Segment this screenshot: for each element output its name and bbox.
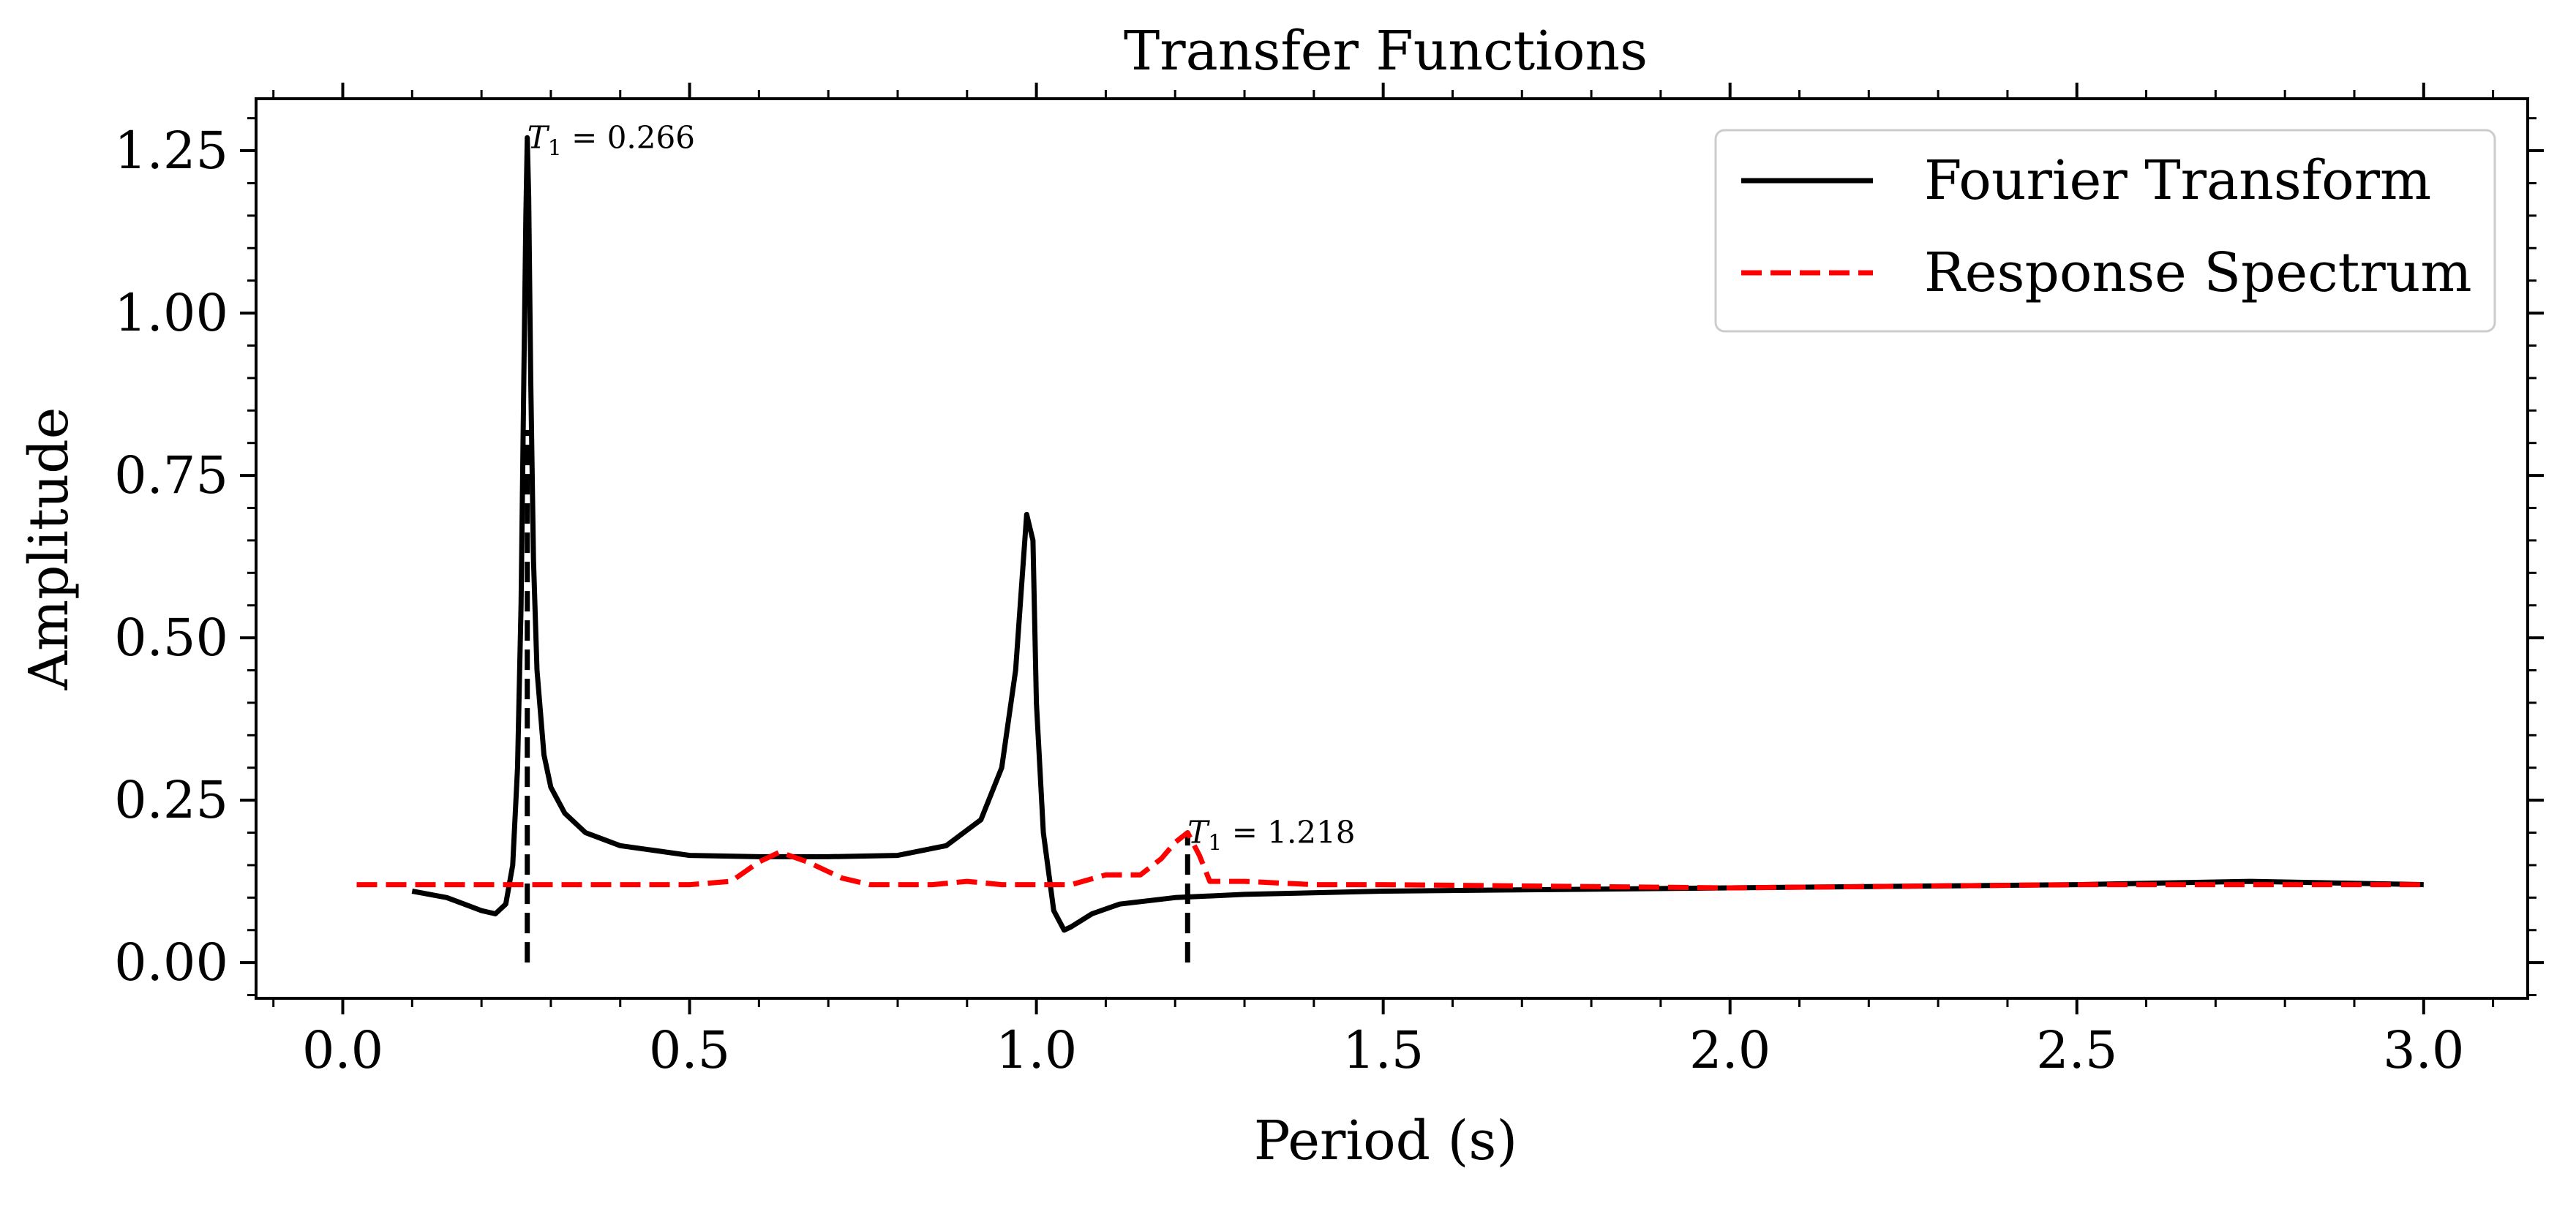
x-tick-label: 2.5 (2036, 1020, 2117, 1080)
period-annotations: T1 = 0.266 T1 = 1.218 (527, 119, 1356, 856)
series-line-fourier-transform (411, 135, 2424, 933)
plot-frame (255, 97, 2529, 1000)
series-lines (356, 135, 2424, 933)
series-line-response-spectrum (356, 830, 2424, 891)
y-tick-label: 0.75 (114, 445, 228, 505)
x-tick-label: 1.0 (996, 1020, 1077, 1080)
period-annotation: T1 = 1.218 (1187, 815, 1355, 856)
axis-ticks (240, 83, 2544, 1014)
y-tick-label: 0.25 (114, 770, 228, 830)
period-annotation: T1 = 0.266 (527, 119, 695, 161)
x-tick-labels: 0.0 0.5 1.0 1.5 2.0 2.5 3.0 (302, 1020, 2465, 1080)
y-tick-label: 0.50 (114, 608, 228, 668)
x-axis-label: Period (s) (1254, 1109, 1517, 1172)
y-axis-label: Amplitude (18, 407, 80, 691)
y-tick-label: 1.00 (114, 283, 228, 343)
legend-label-response-spectrum: Response Spectrum (1924, 241, 2472, 304)
chart-title: Transfer Functions (1124, 20, 1648, 83)
x-tick-label: 0.5 (649, 1020, 730, 1080)
x-tick-label: 0.0 (302, 1020, 383, 1080)
legend-label-fourier-transform: Fourier Transform (1924, 149, 2431, 212)
legend-box (1714, 129, 2496, 333)
legend: Fourier Transform Response Spectrum (1714, 129, 2496, 333)
x-tick-label: 2.0 (1689, 1020, 1770, 1080)
x-tick-label: 1.5 (1343, 1020, 1424, 1080)
y-tick-label: 0.00 (114, 932, 228, 992)
x-tick-label: 3.0 (2383, 1020, 2464, 1080)
y-tick-label: 1.25 (114, 121, 228, 181)
y-tick-labels: 0.00 0.25 0.50 0.75 1.00 1.25 (114, 121, 228, 992)
